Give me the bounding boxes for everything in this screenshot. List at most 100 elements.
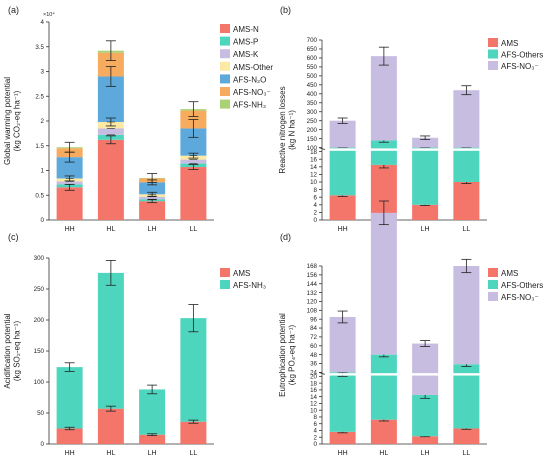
panel-a: (a) Global warming potential(kg CO₂-eq ha… bbox=[3, 5, 273, 233]
panel-d-legend-swatch-2 bbox=[488, 292, 498, 301]
panel-b-ytick-label-7: 14 bbox=[310, 164, 317, 171]
panel-d-ytick-label-10: 20 bbox=[310, 374, 317, 381]
panel-d-legend-label-2: AFS-NO₃⁻ bbox=[501, 293, 539, 302]
panel-d-xtick-label-HL: HL bbox=[379, 450, 388, 456]
panel-b-ylabel: Reactive nitrogen losses(kg N ha⁻¹) bbox=[278, 86, 297, 173]
panel-d-ytick-label-14: 60 bbox=[310, 343, 317, 350]
panel-d-bar-LH-AMS bbox=[412, 436, 439, 444]
panel-c-legend-swatch-0 bbox=[220, 268, 230, 277]
panel-a-bar-LL-AMS-K bbox=[180, 159, 207, 164]
panel-d-ytick-label-21: 144 bbox=[307, 281, 318, 288]
panel-b-ytick-label-8: 16 bbox=[310, 156, 317, 163]
panel-d-label: (d) bbox=[280, 232, 291, 242]
panel-b-legend-label-0: AMS bbox=[501, 39, 518, 48]
panel-b: (b)Reactive nitrogen losses(kg N ha⁻¹)02… bbox=[278, 5, 543, 233]
panel-c-legend-label-0: AMS bbox=[233, 269, 250, 278]
panel-b-bar-LH-AMS bbox=[412, 204, 439, 220]
panel-a-legend-label-6: AFS-NH₃ bbox=[233, 101, 266, 110]
panel-a-ytick-label-5: 2.5 bbox=[35, 93, 44, 100]
panel-b-legend-swatch-0 bbox=[488, 38, 498, 47]
panel-a-ytick-label-8: 4 bbox=[41, 19, 45, 26]
panel-d-ytick-label-19: 120 bbox=[307, 299, 318, 306]
panel-a-bar-HL-AFS-NO3 bbox=[97, 52, 124, 77]
panel-d-ytick-label-17: 96 bbox=[310, 316, 317, 323]
panel-c-bar-HH-AMS bbox=[56, 428, 83, 444]
panel-b-legend-swatch-2 bbox=[488, 61, 498, 70]
panel-a-bar-LH-AMS-K bbox=[139, 196, 166, 200]
panel-b-ytick-label-21: 650 bbox=[307, 46, 318, 53]
panel-b-bar-HL-AFS-NO3-d bbox=[370, 56, 397, 141]
panel-b-ytick-label-9: 18 bbox=[310, 149, 317, 156]
panel-b-legend-label-1: AFS-Others bbox=[501, 51, 543, 60]
panel-a-xtick-label-HL: HL bbox=[106, 226, 115, 233]
panel-b-ytick-label-12: 200 bbox=[307, 127, 318, 134]
panel-d-ytick-label-2: 4 bbox=[314, 428, 318, 435]
panel-b-bar-LL-AFS-Others bbox=[453, 147, 480, 182]
panel-a-label: (a) bbox=[8, 5, 19, 15]
panel-d-ytick-label-16: 84 bbox=[310, 325, 317, 332]
panel-d-ytick-label-4: 8 bbox=[314, 414, 318, 421]
panel-d-ytick-label-15: 72 bbox=[310, 334, 317, 341]
panel-b-ytick-label-16: 400 bbox=[307, 91, 318, 98]
panel-b-ytick-label-19: 550 bbox=[307, 64, 318, 71]
panel-b-bar-HH-AFS-NO3-d bbox=[329, 120, 356, 148]
panel-b-ytick-label-17: 450 bbox=[307, 82, 318, 89]
panel-a-legend-label-0: AMS-N bbox=[233, 25, 259, 34]
panel-b-ytick-label-10: 100 bbox=[307, 145, 318, 152]
panel-b-ytick-label-14: 300 bbox=[307, 109, 318, 116]
panel-a-legend-swatch-4 bbox=[220, 74, 230, 84]
panel-a-legend-swatch-2 bbox=[220, 49, 230, 59]
panel-b-ytick-label-22: 700 bbox=[307, 37, 318, 44]
panel-d-xtick-label-HH: HH bbox=[338, 450, 348, 456]
panel-a-bar-HH-AFS-N2O bbox=[56, 157, 83, 179]
panel-a-ytick-label-6: 3 bbox=[41, 69, 45, 76]
panel-b-ytick-label-11: 150 bbox=[307, 136, 318, 143]
panel-a-legend-label-1: AMS-P bbox=[233, 38, 258, 47]
panel-d-bar-HH-AMS bbox=[329, 431, 356, 444]
panel-c-ytick-label-3: 150 bbox=[34, 348, 45, 355]
panel-c-bar-LH-AMS bbox=[139, 434, 166, 444]
panel-b-ytick-label-18: 500 bbox=[307, 73, 318, 80]
panel-a-bar-LH-AFS-N2O bbox=[139, 182, 166, 195]
panel-d-bar-HL-AFS-NO3-d bbox=[370, 212, 397, 355]
panel-b-bar-LL-AMS bbox=[453, 182, 480, 220]
panel-b-ytick-label-15: 350 bbox=[307, 100, 318, 107]
panel-a-ylabel: Global warming potential(kg CO₂-eq ha⁻¹) bbox=[3, 77, 22, 165]
panel-b-bar-LH-AFS-NO3-d bbox=[412, 137, 439, 148]
panel-d-xtick-label-LL: LL bbox=[462, 450, 470, 456]
panel-b-axis-break-LH bbox=[411, 148, 440, 151]
panel-d-ytick-label-11: 24 bbox=[310, 370, 317, 377]
panel-d-ylabel: Eutrophication potential(kg PO₄-eq ha⁻¹) bbox=[278, 313, 297, 397]
panel-d-ytick-label-7: 14 bbox=[310, 394, 317, 401]
panel-a-bar-HH-AMS-K bbox=[56, 181, 83, 185]
panel-d-ytick-label-0: 0 bbox=[314, 441, 318, 448]
panel-b-bar-HH-AFS-Others bbox=[329, 147, 356, 196]
panel-b-ytick-label-4: 8 bbox=[314, 187, 318, 194]
panel-a-legend-swatch-0 bbox=[220, 24, 230, 33]
panel-a-legend-swatch-1 bbox=[220, 36, 230, 46]
panel-a-ytick-label-3: 1.5 bbox=[35, 143, 44, 150]
panel-d-ytick-label-23: 168 bbox=[307, 263, 318, 270]
panel-b-bar-HH-AMS bbox=[329, 195, 356, 220]
panel-a-legend-swatch-5 bbox=[220, 87, 230, 96]
panel-a-bar-HH-AMS-N bbox=[56, 187, 83, 220]
panel-a-legend-swatch-3 bbox=[220, 61, 230, 71]
panel-d-bar-LL-AMS bbox=[453, 428, 480, 444]
panel-b-ytick-label-0: 0 bbox=[314, 217, 318, 224]
panel-c-bar-LL-AMS bbox=[180, 421, 207, 444]
panel-a-xtick-label-LH: LH bbox=[148, 226, 157, 233]
panel-d-ytick-label-3: 6 bbox=[314, 421, 318, 428]
panel-d-ytick-label-8: 16 bbox=[310, 387, 317, 394]
panel-d-legend-label-0: AMS bbox=[501, 269, 518, 278]
panel-a-ytick-label-0: 0 bbox=[41, 217, 45, 224]
panel-a-xtick-label-LL: LL bbox=[189, 226, 197, 233]
panel-c-bar-HL-AMS bbox=[97, 408, 124, 444]
panel-d-legend-swatch-1 bbox=[488, 280, 498, 289]
panel-a-bar-HL-AMS-K bbox=[97, 128, 124, 135]
panel-a-legend-swatch-6 bbox=[220, 99, 230, 109]
panel-c-ytick-label-1: 50 bbox=[37, 410, 44, 417]
panel-b-legend-swatch-1 bbox=[488, 49, 498, 59]
panel-b-ytick-label-6: 12 bbox=[310, 172, 317, 179]
panel-a-xtick-label-HH: HH bbox=[65, 226, 75, 233]
panel-d-ytick-label-20: 132 bbox=[307, 290, 318, 297]
